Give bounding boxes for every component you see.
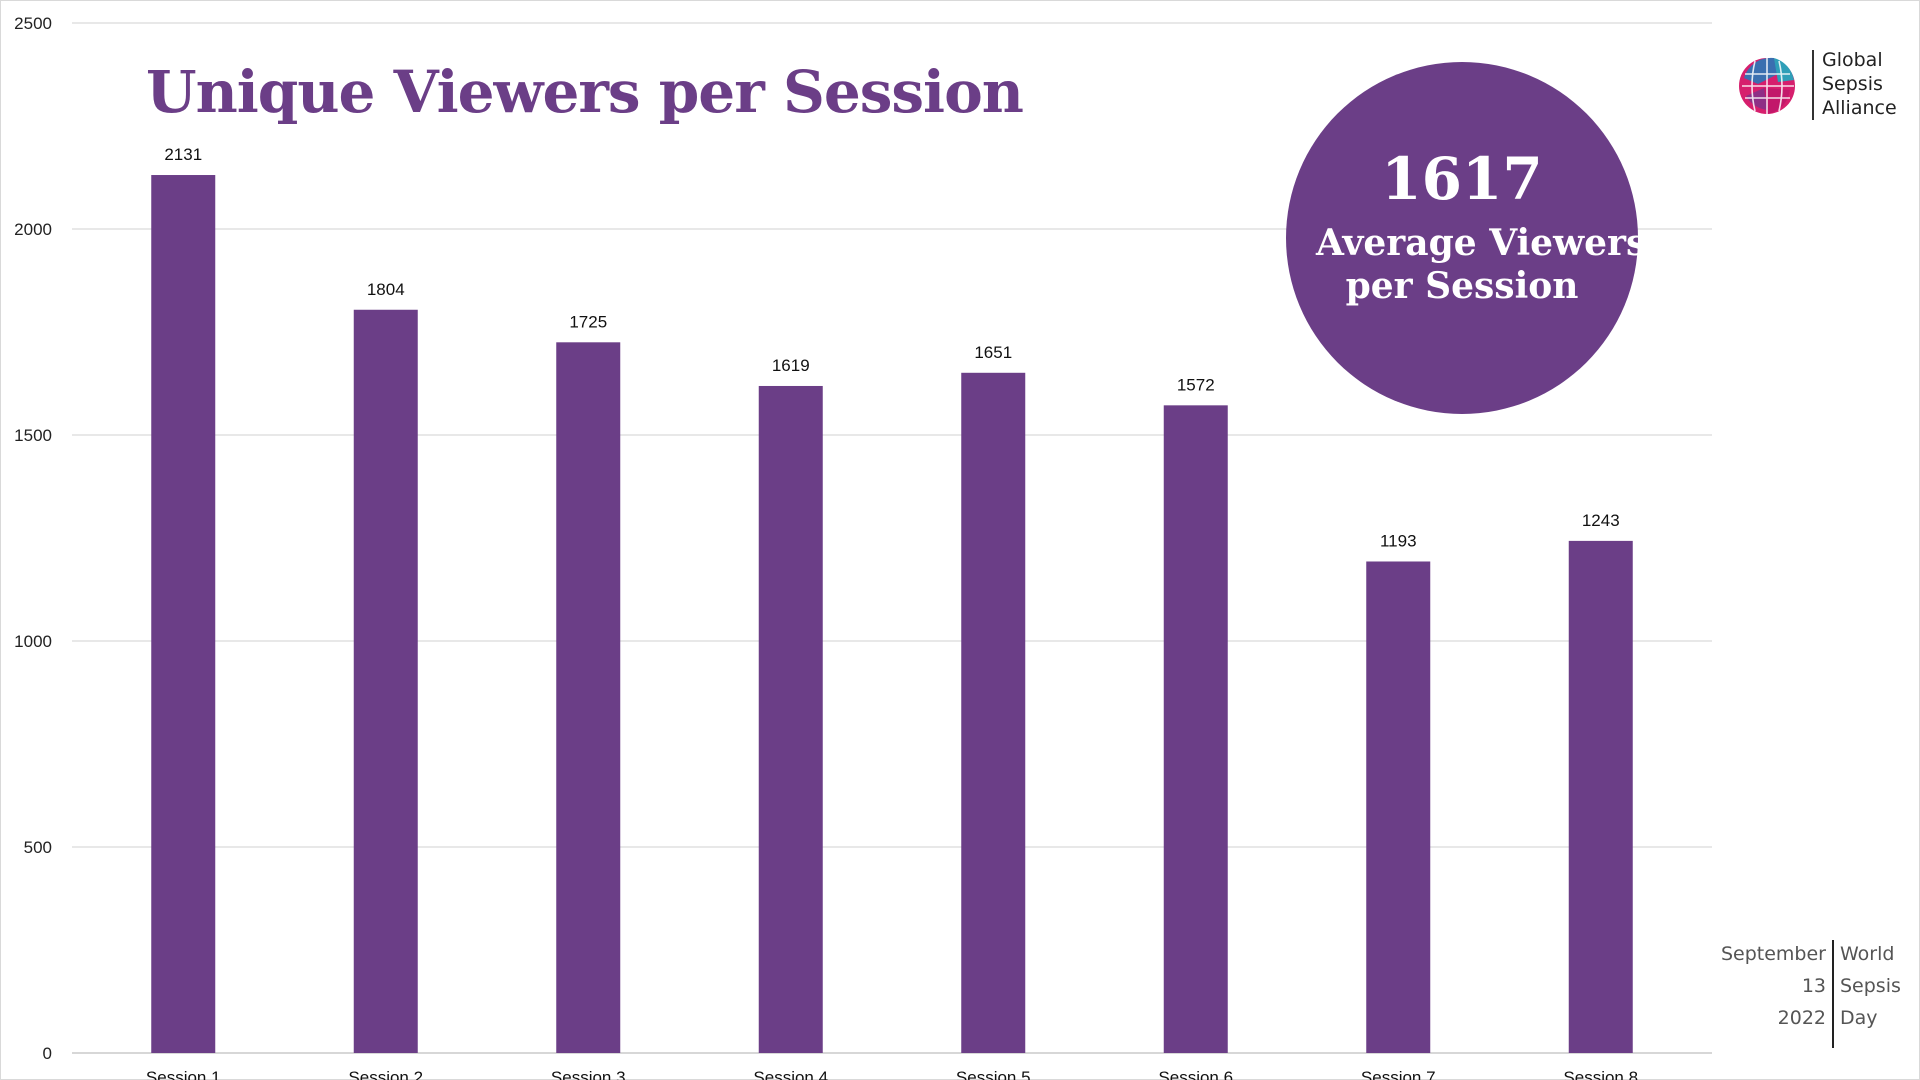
bar <box>353 309 418 1053</box>
x-tick-label: Session 4 <box>753 1068 828 1080</box>
bar <box>1366 561 1431 1053</box>
event-date: September 13 2022 <box>1721 938 1826 1034</box>
data-label: 1243 <box>1582 511 1620 530</box>
logo-text: Global Sepsis Alliance <box>1822 48 1897 120</box>
y-tick-label: 2500 <box>14 14 52 33</box>
event-month: September <box>1720 943 1826 965</box>
data-label: 1725 <box>569 312 607 331</box>
y-tick-label: 1500 <box>14 426 52 445</box>
logo-line2: Sepsis <box>1822 73 1883 95</box>
average-viewers-callout: 1617 Average Viewers per Session <box>1286 62 1647 414</box>
x-tick-label: Session 5 <box>956 1068 1031 1080</box>
x-tick-label: Session 6 <box>1158 1068 1233 1080</box>
event-name-line1: World <box>1840 943 1895 965</box>
x-tick-label: Session 1 <box>146 1068 221 1080</box>
data-label: 1193 <box>1380 531 1417 550</box>
event-name-line2: Sepsis <box>1840 975 1901 997</box>
data-label: 1572 <box>1177 375 1215 394</box>
bar <box>1163 405 1228 1053</box>
x-tick-label: Session 7 <box>1361 1068 1436 1080</box>
event-divider <box>1832 940 1834 1048</box>
x-tick-label: Session 2 <box>348 1068 423 1080</box>
bar <box>1568 540 1633 1053</box>
average-viewers-label-line2: per Session <box>1345 265 1579 308</box>
bar <box>758 385 823 1053</box>
world-sepsis-day-badge: September 13 2022 World Sepsis Day <box>1720 938 1910 1048</box>
bar <box>556 342 621 1053</box>
data-label: 2131 <box>164 145 202 164</box>
y-tick-label: 2000 <box>14 220 52 239</box>
data-label: 1804 <box>367 280 405 299</box>
y-tick-label: 500 <box>24 838 52 857</box>
x-tick-label: Session 8 <box>1563 1068 1638 1080</box>
y-tick-label: 0 <box>43 1044 52 1063</box>
data-label: 1651 <box>974 343 1012 362</box>
y-tick-label: 1000 <box>14 632 52 651</box>
bar <box>961 372 1026 1054</box>
event-day: 13 <box>1801 975 1826 997</box>
logo-line3: Alliance <box>1822 97 1897 119</box>
chart-title: Unique Viewers per Session <box>146 58 1024 126</box>
bar <box>151 175 216 1053</box>
global-sepsis-alliance-logo: Global Sepsis Alliance <box>1734 48 1900 122</box>
globe-icon <box>1739 57 1795 114</box>
event-name-line3: Day <box>1840 1007 1878 1029</box>
event-name: World Sepsis Day <box>1840 938 1901 1034</box>
x-tick-label: Session 3 <box>551 1068 626 1080</box>
logo-line1: Global <box>1822 49 1883 71</box>
event-year: 2022 <box>1777 1007 1826 1029</box>
logo-divider <box>1812 50 1814 120</box>
average-viewers-label: Average Viewers per Session <box>1316 222 1647 308</box>
average-viewers-label-line1: Average Viewers <box>1316 222 1647 264</box>
data-label: 1619 <box>772 356 810 375</box>
average-viewers-value: 1617 <box>1381 145 1543 213</box>
